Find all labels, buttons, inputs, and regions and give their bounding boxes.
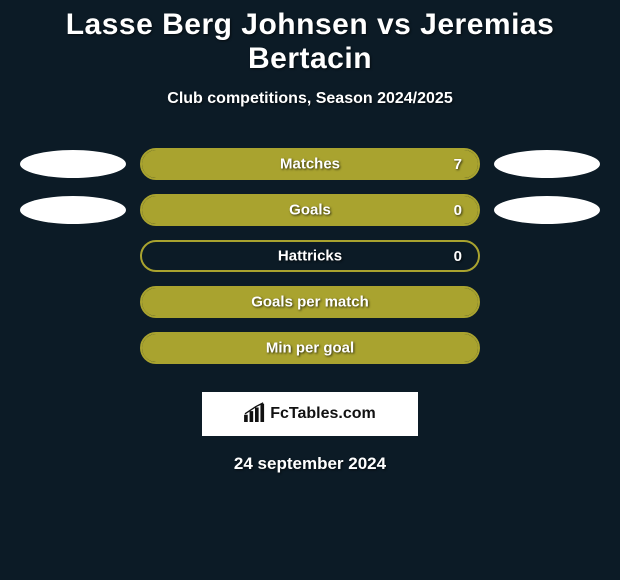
stat-row: Goals 0 xyxy=(0,194,620,226)
stat-label: Matches xyxy=(280,156,340,173)
page-title: Lasse Berg Johnsen vs Jeremias Bertacin xyxy=(0,8,620,76)
stat-bar: Goals per match xyxy=(140,286,480,318)
ellipse-spacer xyxy=(20,334,126,362)
player-left-ellipse xyxy=(20,150,126,178)
stat-bar: Goals 0 xyxy=(140,194,480,226)
stat-bar: Matches 7 xyxy=(140,148,480,180)
stat-label: Hattricks xyxy=(278,248,342,265)
stat-label: Min per goal xyxy=(266,340,354,357)
ellipse-spacer xyxy=(494,334,600,362)
ellipse-spacer xyxy=(494,288,600,316)
player-right-ellipse xyxy=(494,196,600,224)
stat-row: Goals per match xyxy=(0,286,620,318)
stat-value: 7 xyxy=(454,156,462,173)
stat-bar: Hattricks 0 xyxy=(140,240,480,272)
stat-row: Matches 7 xyxy=(0,148,620,180)
brand-text: FcTables.com xyxy=(270,405,376,423)
ellipse-spacer xyxy=(20,288,126,316)
stat-value: 0 xyxy=(454,202,462,219)
stat-row: Hattricks 0 xyxy=(0,240,620,272)
stat-bar: Min per goal xyxy=(140,332,480,364)
stat-rows: Matches 7 Goals 0 Hattricks 0 Goals per match M… xyxy=(0,148,620,364)
brand-box: FcTables.com xyxy=(202,392,418,436)
player-left-ellipse xyxy=(20,196,126,224)
brand-chart-icon xyxy=(244,402,266,427)
date-text: 24 september 2024 xyxy=(0,454,620,474)
ellipse-spacer xyxy=(20,242,126,270)
stat-label: Goals per match xyxy=(251,294,369,311)
player-right-ellipse xyxy=(494,150,600,178)
stat-value: 0 xyxy=(454,248,462,265)
comparison-container: Lasse Berg Johnsen vs Jeremias Bertacin … xyxy=(0,0,620,580)
stat-label: Goals xyxy=(289,202,331,219)
stat-row: Min per goal xyxy=(0,332,620,364)
ellipse-spacer xyxy=(494,242,600,270)
subtitle: Club competitions, Season 2024/2025 xyxy=(0,90,620,108)
